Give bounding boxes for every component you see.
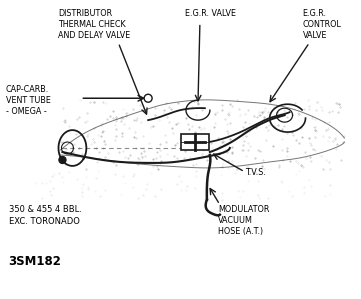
Text: E.G.R. VALVE: E.G.R. VALVE bbox=[185, 9, 236, 18]
Text: T.V.S.: T.V.S. bbox=[245, 168, 266, 177]
Text: 350 & 455 4 BBL.
EXC. TORONADO: 350 & 455 4 BBL. EXC. TORONADO bbox=[9, 205, 82, 225]
Circle shape bbox=[144, 94, 152, 102]
FancyBboxPatch shape bbox=[181, 134, 209, 150]
Text: CAP-CARB.
VENT TUBE
- OMEGA -: CAP-CARB. VENT TUBE - OMEGA - bbox=[6, 85, 51, 117]
Circle shape bbox=[59, 156, 66, 164]
Text: 3SM182: 3SM182 bbox=[9, 254, 61, 268]
Text: MODULATOR
VACUUM
HOSE (A.T.): MODULATOR VACUUM HOSE (A.T.) bbox=[218, 205, 269, 236]
Text: DISTRIBUTOR
THERMAL CHECK
AND DELAY VALVE: DISTRIBUTOR THERMAL CHECK AND DELAY VALV… bbox=[58, 9, 131, 40]
Text: E.G.R.
CONTROL
VALVE: E.G.R. CONTROL VALVE bbox=[303, 9, 342, 40]
